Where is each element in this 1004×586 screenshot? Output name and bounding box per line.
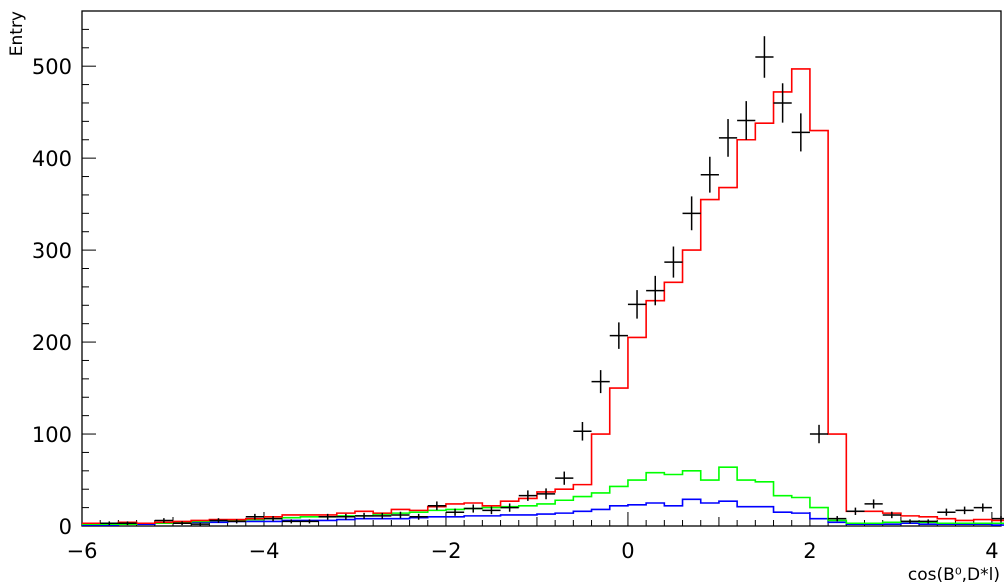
- data-point: [919, 519, 938, 524]
- data-point: [718, 119, 738, 157]
- x-tick-label: 4: [985, 539, 998, 563]
- data-point: [609, 322, 628, 349]
- data-point: [482, 506, 501, 515]
- x-axis-title: cos(B⁰,D*l): [908, 565, 1000, 585]
- data-point: [682, 196, 701, 231]
- data-point: [118, 521, 137, 526]
- histogram-step-series: [82, 498, 1004, 526]
- data-point: [354, 512, 374, 519]
- data-point: [300, 519, 319, 524]
- data-point: [991, 516, 1004, 522]
- axis-ticks: [81, 28, 993, 527]
- data-point: [282, 519, 301, 524]
- data-point: [900, 519, 920, 524]
- data-point: [172, 521, 192, 526]
- data-point: [864, 499, 883, 509]
- data-point: [737, 101, 756, 140]
- data-point: [955, 506, 974, 515]
- data-point: [536, 488, 556, 500]
- data-point: [627, 290, 647, 319]
- data-point: [828, 516, 847, 522]
- data-point: [791, 113, 810, 152]
- data-point: [191, 522, 210, 526]
- data-point: [518, 490, 537, 501]
- data-point: [464, 504, 483, 513]
- y-axis-title: Entry: [7, 11, 27, 56]
- data-point: [391, 511, 410, 519]
- data-point: [445, 508, 465, 516]
- data-point: [555, 471, 574, 485]
- data-point: [100, 521, 119, 526]
- axis-tick-labels: −6 −4 −2 0 2 4 0 100 200 300 400 500: [32, 55, 999, 563]
- data-point: [336, 513, 355, 520]
- x-tick-label: −6: [67, 539, 98, 563]
- data-point: [646, 275, 665, 306]
- data-point: [664, 246, 683, 278]
- data-point: [427, 501, 446, 511]
- data-point: [245, 513, 264, 520]
- data-point: [591, 370, 610, 394]
- data-point: [318, 513, 337, 520]
- y-tick-label: 0: [59, 515, 72, 539]
- data-point: [700, 156, 719, 193]
- x-tick-label: 0: [621, 539, 634, 563]
- data-point: [154, 518, 173, 523]
- data-point: [937, 508, 956, 516]
- data-point: [755, 36, 774, 78]
- series-layer: [82, 36, 1004, 526]
- y-tick-label: 100: [32, 423, 72, 447]
- data-point: [263, 516, 283, 522]
- y-tick-label: 200: [32, 331, 72, 355]
- x-tick-label: −4: [248, 539, 279, 563]
- x-tick-label: −2: [430, 539, 461, 563]
- data-point: [373, 512, 392, 519]
- data-point: [209, 518, 228, 523]
- data-point: [773, 83, 792, 123]
- data-point: [973, 503, 992, 512]
- data-point: [809, 424, 829, 444]
- data-point: [227, 519, 246, 524]
- y-tick-label: 400: [32, 147, 72, 171]
- y-tick-label: 300: [32, 239, 72, 263]
- y-tick-label: 500: [32, 55, 72, 79]
- histogram-step-series: [82, 68, 1004, 525]
- data-point: [573, 421, 592, 441]
- data-point: [882, 511, 901, 519]
- histogram-step-series: [82, 466, 1004, 525]
- data-point: [409, 513, 428, 520]
- x-tick-label: 2: [803, 539, 816, 563]
- data-point: [500, 503, 519, 512]
- data-point: [846, 507, 865, 515]
- plot-frame: [81, 10, 1002, 527]
